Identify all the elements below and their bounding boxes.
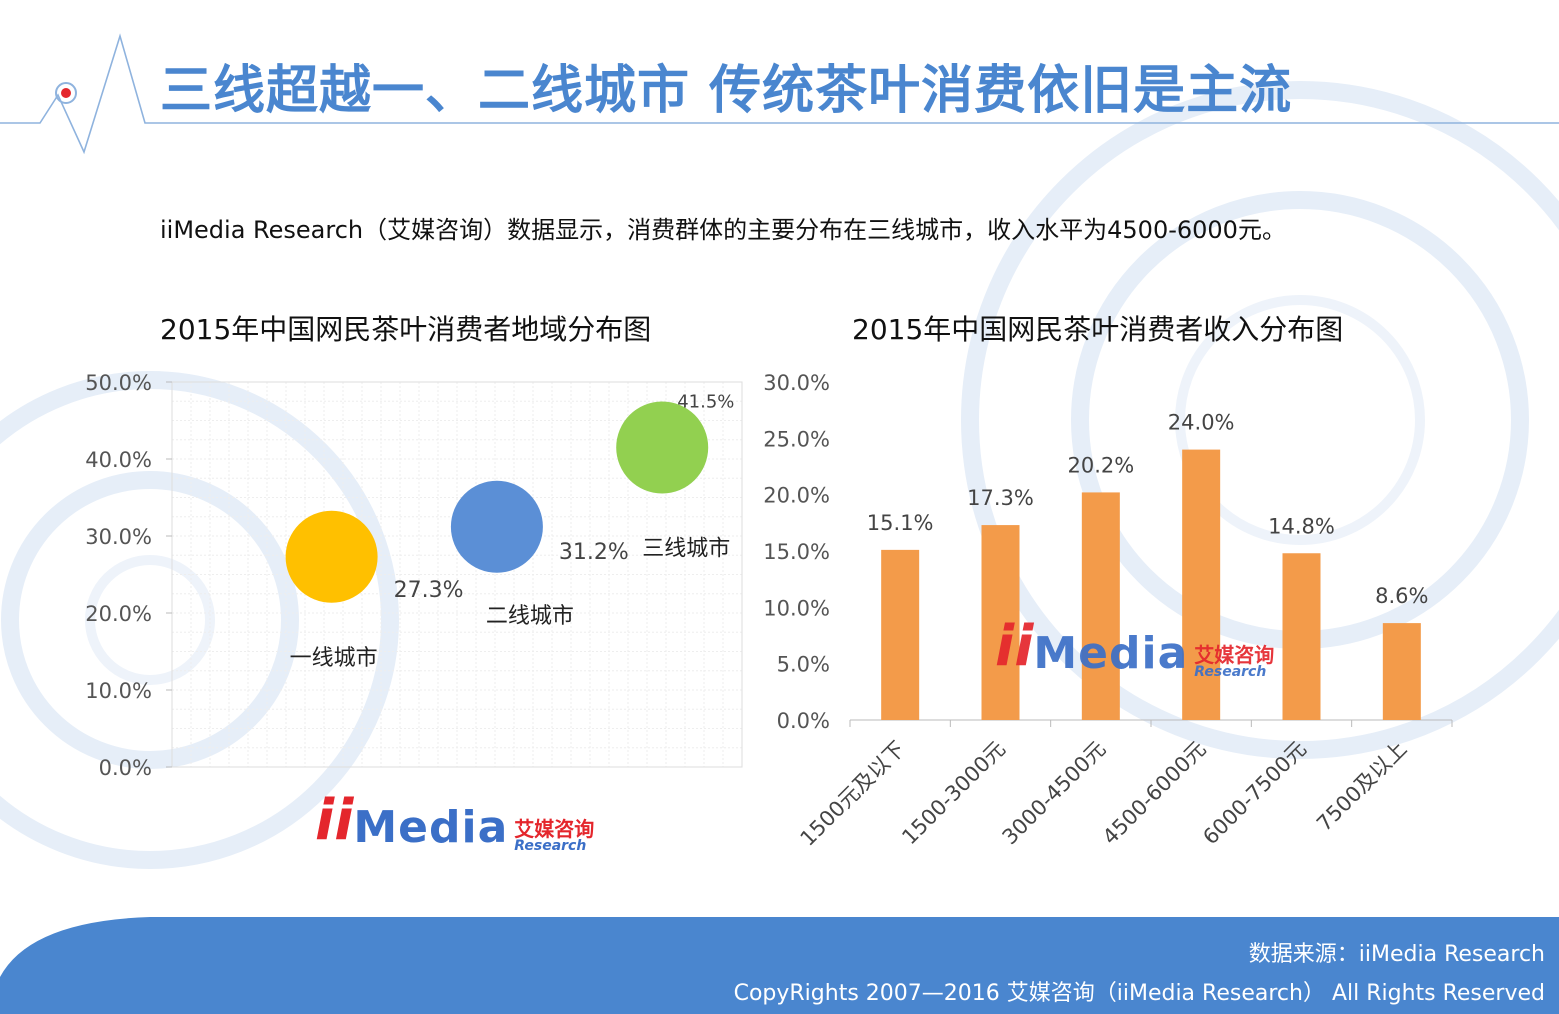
imedia-logo: ii Media 艾媒咨询 Research [315, 788, 595, 854]
bubble-name-label: 一线城市 [290, 646, 378, 671]
y-tick-label: 10.0% [85, 679, 152, 703]
bar-value-label: 24.0% [1168, 411, 1235, 435]
x-tick-label: 1500-3000元 [897, 737, 1010, 850]
plot-area [171, 381, 743, 768]
imedia-watermark-logo: ii Media 艾媒咨询 Research [995, 614, 1275, 680]
intro-text: iiMedia Research（艾媒咨询）数据显示，消费群体的主要分布在三线城… [160, 216, 1286, 244]
bubble-value-label: 41.5% [677, 391, 734, 412]
x-tick-label: 4500-6000元 [1098, 737, 1211, 850]
bubble [285, 510, 378, 603]
y-tick-label: 0.0% [99, 756, 152, 780]
bar [881, 549, 920, 720]
y-tick-label: 50.0% [85, 371, 152, 395]
y-tick-label: 25.0% [763, 427, 830, 451]
bubble [450, 480, 543, 573]
income-bar-chart: 0.0% 5.0% 10.0% 15.0% 20.0% 25.0% 30.0% 15.1% 15… [763, 371, 1453, 851]
bubble-name-label: 二线城市 [486, 604, 574, 629]
y-tick-label: 15.0% [763, 540, 830, 564]
bubble-name-label: 三线城市 [642, 536, 730, 561]
y-tick-label: 30.0% [85, 525, 152, 549]
y-tick-label: 30.0% [763, 371, 830, 395]
x-tick-label: 3000-4500元 [998, 737, 1111, 850]
bar-value-label: 8.6% [1375, 584, 1428, 608]
footer-copyright: CopyRights 2007—2016 艾媒咨询（iiMedia Resear… [733, 981, 1545, 1006]
y-tick-label: 40.0% [85, 448, 152, 472]
bar-value-label: 20.2% [1067, 453, 1134, 477]
y-tick-label: 10.0% [763, 596, 830, 620]
y-tick-label: 20.0% [85, 602, 152, 626]
y-tick-label: 0.0% [777, 709, 830, 733]
bar-value-label: 17.3% [967, 486, 1034, 510]
x-tick-label: 7500及以上 [1312, 737, 1411, 836]
footer-band [0, 917, 1559, 1014]
bubble [616, 401, 709, 494]
region-bubble-chart: 0.0% 10.0% 20.0% 30.0% 40.0% 50.0% 27.3% 一线城市 31… [85, 371, 743, 780]
bar [1282, 553, 1321, 720]
signal-icon [55, 82, 77, 104]
bar [981, 525, 1020, 720]
x-tick-label: 6000-7500元 [1198, 737, 1311, 850]
bar [1382, 623, 1421, 720]
bar [1081, 492, 1120, 720]
y-tick-label: 5.0% [777, 653, 830, 677]
page-title: 三线超越一、二线城市 传统茶叶消费依旧是主流 [160, 61, 1293, 121]
bubble-value-label: 27.3% [394, 578, 464, 603]
income-chart-title: 2015年中国网民茶叶消费者收入分布图 [852, 313, 1344, 346]
bubble-value-label: 31.2% [559, 540, 629, 565]
x-tick-label: 1500元及以下 [796, 737, 910, 851]
footer-source: 数据来源：iiMedia Research [1248, 942, 1545, 967]
bar-value-label: 15.1% [867, 511, 934, 535]
region-chart-title: 2015年中国网民茶叶消费者地域分布图 [160, 313, 652, 346]
bar-value-label: 14.8% [1268, 514, 1335, 538]
bar [1182, 449, 1221, 720]
y-tick-label: 20.0% [763, 484, 830, 508]
